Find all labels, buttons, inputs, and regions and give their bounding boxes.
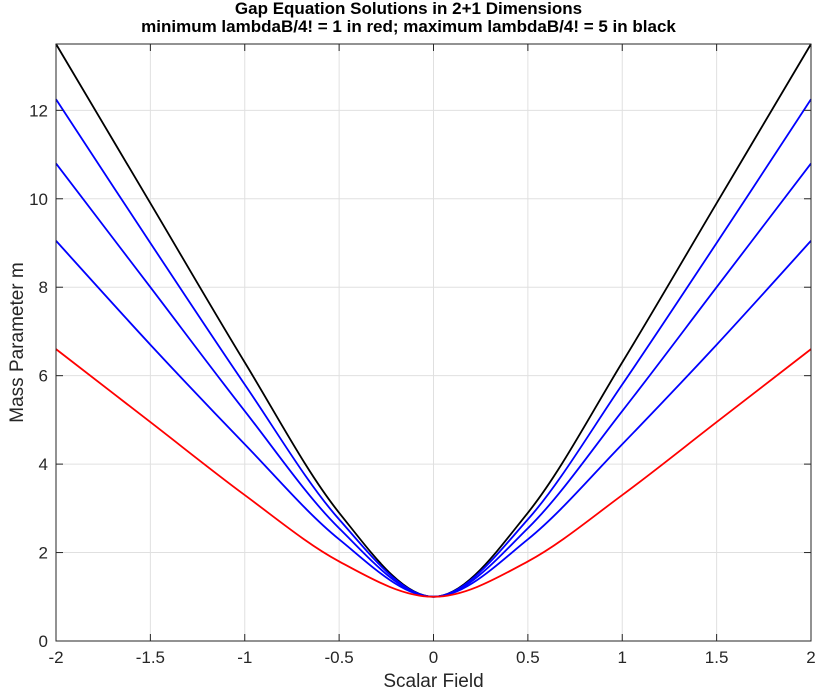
x-tick-label: -2 bbox=[48, 648, 63, 667]
chart-title-block: Gap Equation Solutions in 2+1 Dimensions… bbox=[0, 0, 817, 36]
x-tick-label: 0.5 bbox=[516, 648, 540, 667]
x-axis-label: Scalar Field bbox=[383, 671, 483, 692]
series-line bbox=[55, 348, 812, 598]
grid bbox=[55, 44, 812, 642]
y-tick-label: 10 bbox=[29, 190, 48, 209]
chart-title: Gap Equation Solutions in 2+1 Dimensions bbox=[234, 0, 583, 18]
x-tick-label: 2 bbox=[806, 648, 815, 667]
y-tick-label: 6 bbox=[39, 367, 48, 386]
ticks: -2 -1.5 -1 -0.5 0 0.5 1 1.5 2 0 2 4 6 8 10 12 bbox=[29, 44, 816, 667]
y-tick-label: 0 bbox=[39, 632, 48, 651]
x-tick-label: -1 bbox=[237, 648, 252, 667]
series-lines bbox=[55, 43, 812, 598]
y-tick-label: 2 bbox=[39, 544, 48, 563]
y-tick-label: 8 bbox=[39, 278, 48, 297]
x-tick-label: 0 bbox=[429, 648, 438, 667]
y-tick-label: 4 bbox=[39, 455, 48, 474]
y-axis-label: Mass Parameter m bbox=[7, 262, 28, 422]
x-tick-label: 1 bbox=[618, 648, 627, 667]
x-tick-label: -1.5 bbox=[136, 648, 165, 667]
y-tick-label: 12 bbox=[29, 101, 48, 120]
x-tick-label: 1.5 bbox=[705, 648, 729, 667]
x-tick-label: -0.5 bbox=[324, 648, 353, 667]
chart-subtitle: minimum lambdaB/4! = 1 in red; maximum l… bbox=[141, 17, 676, 36]
